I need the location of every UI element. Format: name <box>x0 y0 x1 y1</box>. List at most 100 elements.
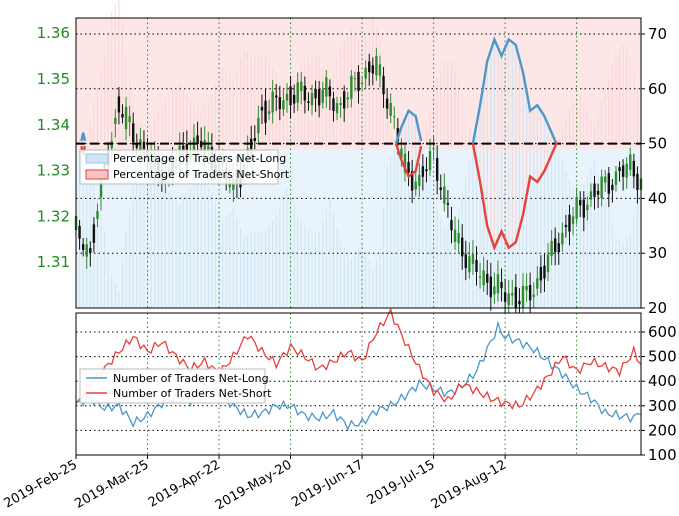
bottom-panel-frame <box>75 312 642 456</box>
candle-body <box>614 171 618 185</box>
candle-body <box>389 102 392 116</box>
candle-body <box>618 167 621 171</box>
percentage-tick-label: 20 <box>648 299 667 317</box>
candle-body <box>582 199 585 218</box>
candle-body <box>325 77 328 97</box>
candle-body <box>482 270 485 286</box>
candle-body <box>632 160 636 177</box>
candle-body <box>589 191 593 200</box>
candle-body <box>307 101 310 104</box>
candle-body <box>385 98 389 109</box>
candle-body <box>260 106 264 111</box>
candle-body <box>253 138 256 142</box>
candle-body <box>496 274 500 294</box>
candle-body <box>532 294 535 298</box>
candle-body <box>282 100 285 110</box>
date-tick-label: 2019-Mar-25 <box>72 457 151 511</box>
bottom-legend-box <box>79 368 266 404</box>
candle-body <box>521 285 525 308</box>
candle-body <box>425 169 428 172</box>
candle-body <box>271 91 274 113</box>
candle-body <box>117 96 121 113</box>
date-tick-label: 2019-May-20 <box>213 457 295 512</box>
percentage-tick-label: 70 <box>648 25 667 43</box>
candle-body <box>593 183 596 197</box>
sentiment-lines <box>80 36 559 252</box>
price-tick-label: 1.31 <box>37 253 70 271</box>
legend-count-long-label: Number of Traders Net-Long <box>113 372 269 385</box>
count-axis-ticks: 100 200 300 400 500 600 <box>641 323 677 464</box>
candle-body <box>78 225 81 239</box>
candle-body <box>611 184 614 191</box>
candle-body <box>339 103 342 106</box>
top-legend: Percentage of Traders Net-Long Percentag… <box>79 149 290 185</box>
candle-body <box>357 71 360 91</box>
candle-body <box>546 254 550 273</box>
percentage-axis-ticks: 20 30 40 50 60 70 <box>641 25 667 317</box>
candle-body <box>596 190 600 195</box>
candle-body <box>328 86 332 97</box>
candle-body <box>586 204 589 211</box>
candle-body <box>378 64 382 76</box>
candle-body <box>81 244 85 250</box>
candle-body <box>453 229 457 242</box>
candle-body <box>503 292 507 302</box>
candle-body <box>450 220 453 231</box>
legend-net-long-label: Percentage of Traders Net-Long <box>113 152 286 165</box>
candle-body <box>489 276 493 298</box>
candle-body <box>564 224 568 228</box>
candle-body <box>203 140 206 158</box>
price-tick-label: 1.32 <box>37 207 70 225</box>
candle-body <box>257 118 260 134</box>
candle-body <box>464 254 467 268</box>
top-panel-frame <box>75 17 642 309</box>
candle-body <box>514 287 518 308</box>
count-tick-label: 400 <box>648 372 677 390</box>
candle-body <box>371 65 375 74</box>
candle-body <box>346 97 349 100</box>
candle-body <box>536 278 539 289</box>
candle-body <box>432 148 435 150</box>
candle-body <box>132 123 135 143</box>
candle-body <box>571 216 575 224</box>
date-tick-label: 2019-Jun-17 <box>289 457 366 510</box>
candle-body <box>139 139 142 152</box>
candle-body <box>264 100 267 123</box>
candle-body <box>303 85 307 101</box>
candle-body <box>607 173 611 194</box>
candle-body <box>85 244 88 257</box>
percentage-tick-label: 30 <box>648 244 667 262</box>
candle-body <box>575 196 578 219</box>
date-tick-label: 2019-Jul-15 <box>365 457 438 508</box>
net-long-percentage-line <box>80 36 559 146</box>
candle-body <box>300 81 303 92</box>
candle-body <box>500 281 503 289</box>
candle-body <box>428 151 432 171</box>
candle-body <box>410 171 414 191</box>
count-tick-label: 300 <box>648 397 677 415</box>
candle-body <box>621 165 625 177</box>
trader-count-panel: 100 200 300 400 500 600 Number of Traders Net… <box>75 307 677 464</box>
price-tick-label: 1.35 <box>37 70 70 88</box>
candle-body <box>400 148 403 159</box>
candle-body <box>600 176 603 198</box>
count-tick-label: 200 <box>648 421 677 439</box>
candle-body <box>335 103 339 114</box>
candle-body <box>446 203 450 205</box>
candle-body <box>471 253 475 264</box>
candle-body <box>604 176 607 183</box>
candle-body <box>267 111 271 114</box>
candle-body <box>275 95 278 98</box>
candle-body <box>511 293 514 296</box>
candle-body <box>317 89 321 106</box>
candle-body <box>353 78 357 80</box>
candle-body <box>199 141 203 148</box>
candle-body <box>421 166 425 177</box>
candle-body <box>99 175 103 198</box>
candle-body <box>475 260 478 272</box>
candle-body <box>292 94 296 104</box>
candle-body <box>568 214 571 232</box>
candle-body <box>403 153 407 173</box>
candle-body <box>461 237 464 257</box>
candle-body <box>124 106 128 130</box>
